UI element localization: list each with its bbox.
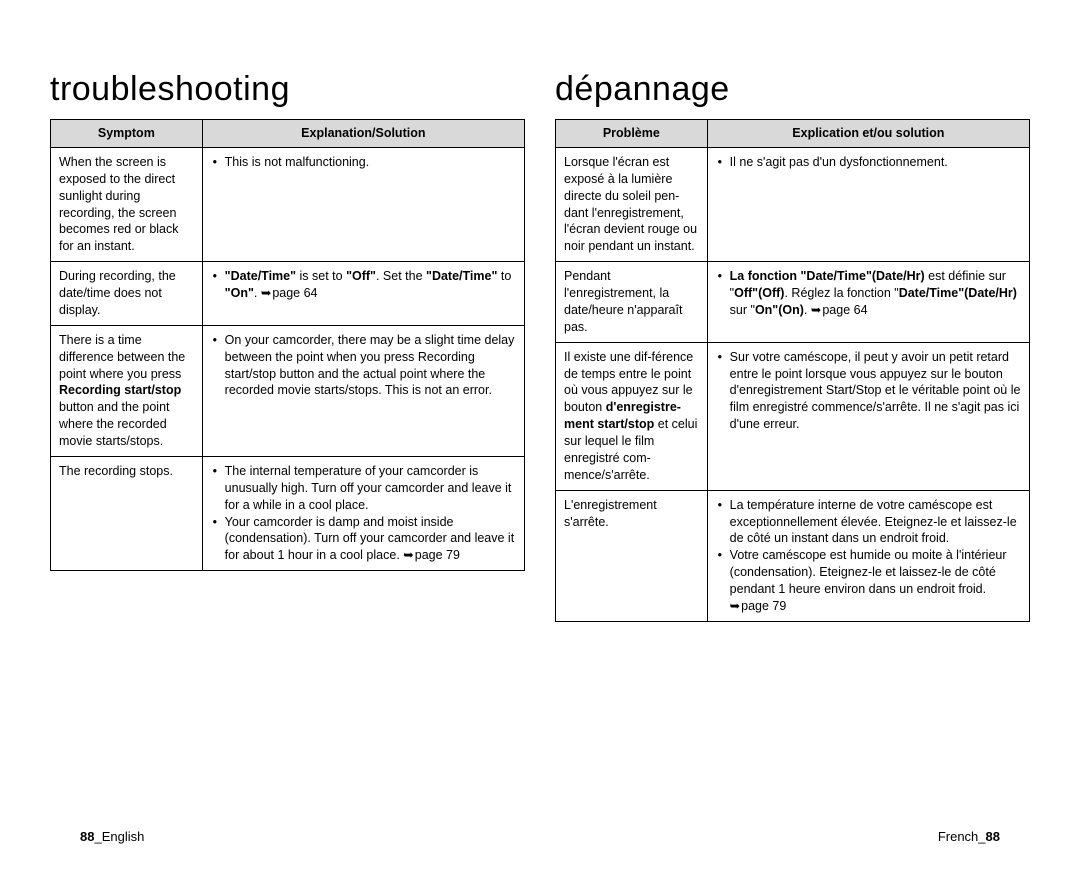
symptom-cell: When the screen is exposed to the direct… — [51, 147, 203, 261]
symptom-cell: There is a time difference between the p… — [51, 325, 203, 456]
right-page: dépannage Problème Explication et/ou sol… — [555, 70, 1030, 834]
table-row: During recording, the date/time does not… — [51, 262, 525, 326]
right-header-symptom: Problème — [556, 120, 708, 148]
left-header-symptom: Symptom — [51, 120, 203, 148]
table-row: There is a time difference between the p… — [51, 325, 525, 456]
table-row: When the screen is exposed to the direct… — [51, 147, 525, 261]
explanation-cell: Il ne s'agit pas d'un dysfonctionnement. — [707, 147, 1029, 261]
explanation-cell: The internal temperature of your camcord… — [202, 456, 524, 570]
footer-right: French_88 — [938, 829, 1000, 844]
explanation-cell: La fonction "Date/Time"(Date/Hr) est déf… — [707, 262, 1029, 343]
right-table: Problème Explication et/ou solution Lors… — [555, 119, 1030, 622]
left-tbody: When the screen is exposed to the direct… — [51, 147, 525, 570]
table-row: The recording stops.The internal tempera… — [51, 456, 525, 570]
table-row: L'enregistrement s'arrête.La température… — [556, 490, 1030, 621]
table-row: Lorsque l'écran est exposé à la lumière … — [556, 147, 1030, 261]
explanation-cell: La température interne de votre caméscop… — [707, 490, 1029, 621]
symptom-cell: Pendant l'enregistrement, la date/heure … — [556, 262, 708, 343]
page-spread: troubleshooting Symptom Explanation/Solu… — [50, 70, 1030, 834]
right-title: dépannage — [555, 70, 1030, 109]
explanation-cell: "Date/Time" is set to "Off". Set the "Da… — [202, 262, 524, 326]
table-row: Il existe une dif-férence de temps entre… — [556, 342, 1030, 490]
symptom-cell: Il existe une dif-férence de temps entre… — [556, 342, 708, 490]
table-row: Pendant l'enregistrement, la date/heure … — [556, 262, 1030, 343]
footer-left: 88_English — [80, 829, 144, 844]
symptom-cell: The recording stops. — [51, 456, 203, 570]
right-tbody: Lorsque l'écran est exposé à la lumière … — [556, 147, 1030, 621]
left-title: troubleshooting — [50, 70, 525, 109]
left-table: Symptom Explanation/Solution When the sc… — [50, 119, 525, 571]
symptom-cell: L'enregistrement s'arrête. — [556, 490, 708, 621]
explanation-cell: On your camcorder, there may be a slight… — [202, 325, 524, 456]
symptom-cell: Lorsque l'écran est exposé à la lumière … — [556, 147, 708, 261]
left-page: troubleshooting Symptom Explanation/Solu… — [50, 70, 525, 834]
explanation-cell: Sur votre caméscope, il peut y avoir un … — [707, 342, 1029, 490]
explanation-cell: This is not malfunctioning. — [202, 147, 524, 261]
right-header-explanation: Explication et/ou solution — [707, 120, 1029, 148]
left-header-explanation: Explanation/Solution — [202, 120, 524, 148]
symptom-cell: During recording, the date/time does not… — [51, 262, 203, 326]
